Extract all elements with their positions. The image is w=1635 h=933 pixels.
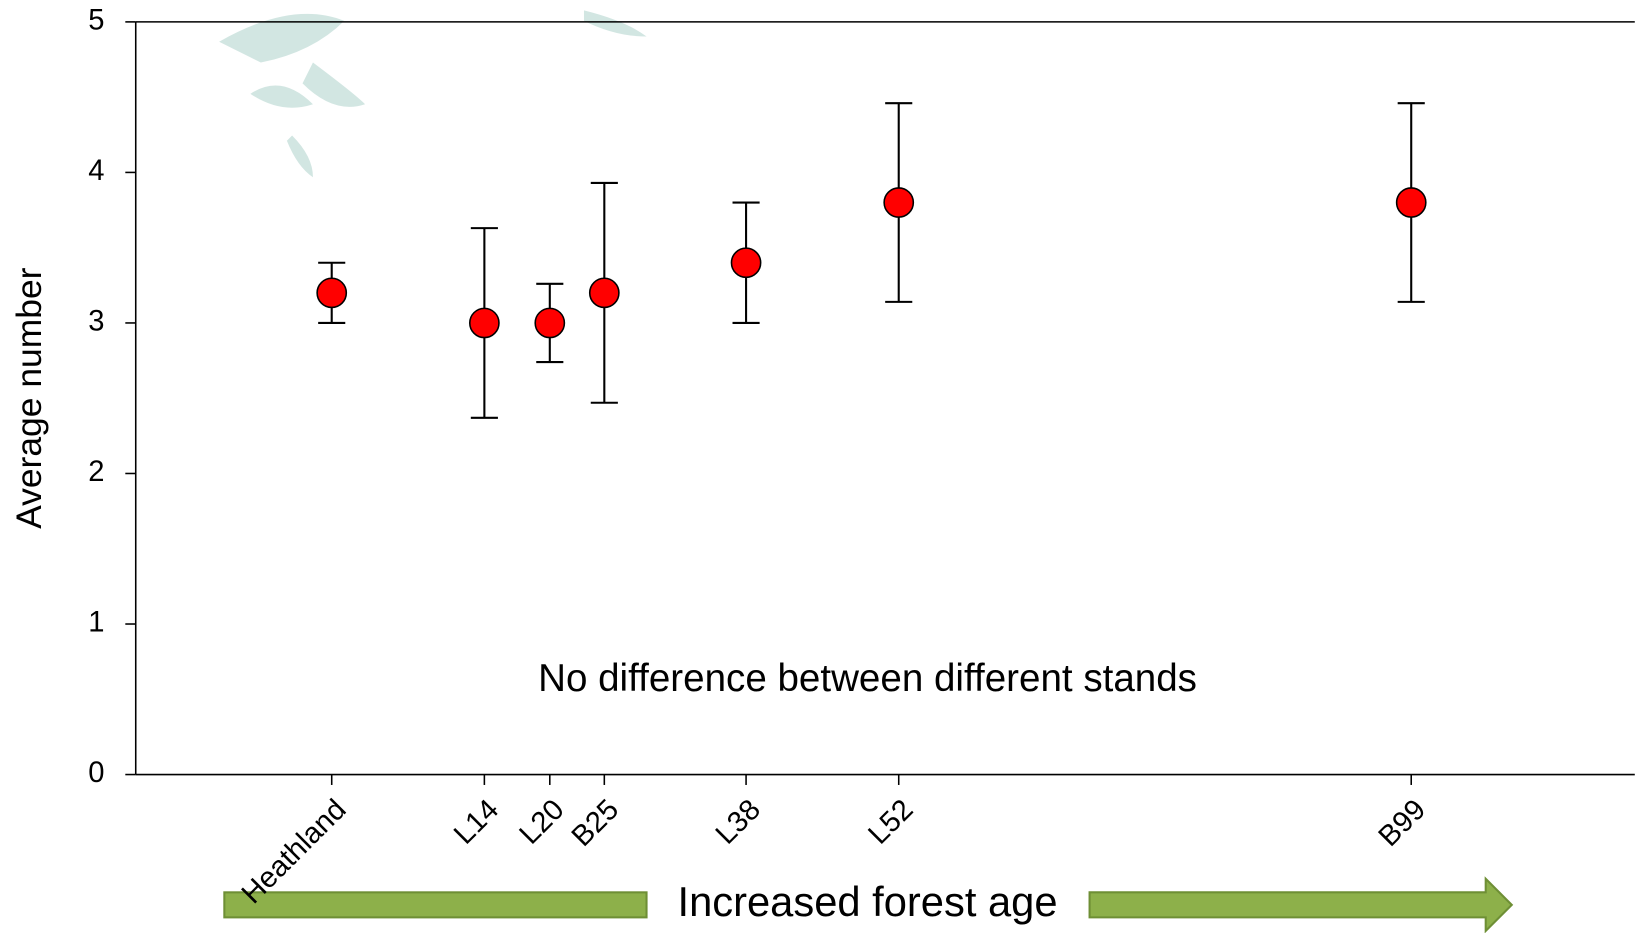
point (588, 277, 620, 309)
age-arrow (223, 876, 1514, 933)
x-tick-label: L52 (862, 794, 919, 851)
y-tick-label: 1 (88, 607, 104, 639)
x-tick-label: B25 (566, 794, 625, 853)
annotation: Increased forest age (678, 878, 1058, 925)
y-tick-label: 3 (88, 306, 104, 338)
x-tick-label: B99 (1373, 794, 1432, 853)
point (1395, 187, 1427, 218)
point (316, 277, 348, 309)
point (534, 307, 566, 339)
point (468, 307, 500, 339)
y-tick-label: 4 (88, 155, 104, 187)
x-tick-label: L38 (710, 794, 767, 851)
point (883, 187, 915, 218)
y-tick-label: 0 (88, 757, 104, 789)
annotation: No difference between different stands (538, 657, 1197, 700)
point (730, 247, 762, 279)
x-tick-label: L14 (448, 794, 505, 851)
y-tick-label: 5 (88, 5, 104, 37)
y-axis-label: Average number (9, 267, 49, 529)
background-leaves (219, 10, 647, 178)
y-tick-label: 2 (88, 456, 104, 488)
x-tick-label: L20 (514, 794, 571, 851)
